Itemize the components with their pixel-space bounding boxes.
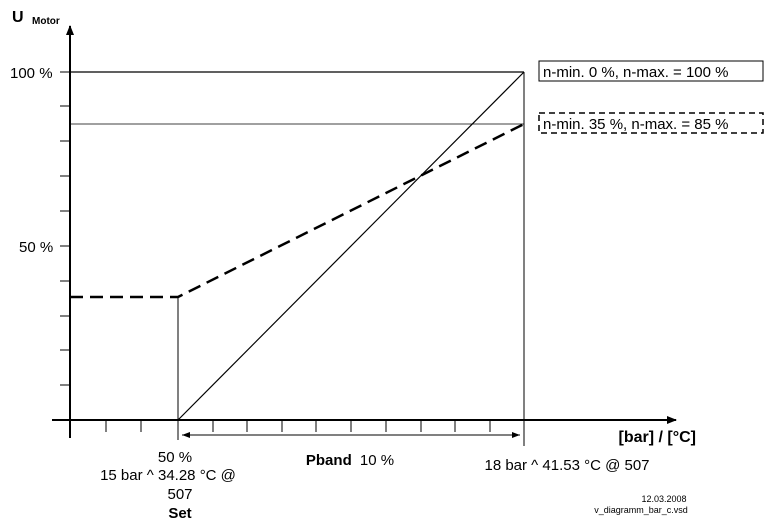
pband-label-value: 10 % <box>360 452 394 469</box>
footer-filename: v_diagramm_bar_c.vsd <box>594 505 688 515</box>
y-axis-title-main: U <box>12 9 24 26</box>
series-solid-line <box>177 71 525 421</box>
set-percent-label: 50 % <box>158 449 192 466</box>
end-value-label: 18 bar ^ 41.53 °C @ 507 <box>484 457 649 474</box>
y-tick-label-50: 50 % <box>19 239 53 256</box>
footer-date: 12.03.2008 <box>641 494 686 504</box>
x-axis-unit-label: [bar] / [°C] <box>619 429 697 446</box>
pband-label: Pband 10 % <box>306 452 394 469</box>
set-value-line1: 15 bar ^ 34.28 °C @ <box>100 467 236 484</box>
pband-label-bold: Pband <box>306 452 352 469</box>
legend-box-dashed <box>538 112 764 134</box>
set-caption: Set <box>168 505 191 522</box>
y-axis-ticks <box>60 71 70 386</box>
legend-dashed-label: n-min. 35 %, n-max. = 85 % <box>543 116 729 133</box>
legend-box-solid <box>538 60 764 82</box>
y-axis-title-sub: Motor <box>32 16 60 27</box>
y-axis-title: U Motor <box>12 9 60 27</box>
legend-solid-label: n-min. 0 %, n-max. = 100 % <box>543 64 729 81</box>
set-value-line2: 507 <box>167 486 192 503</box>
x-axis-ticks <box>105 420 525 446</box>
series-dashed-line <box>70 122 525 299</box>
y-tick-label-100: 100 % <box>10 65 53 82</box>
